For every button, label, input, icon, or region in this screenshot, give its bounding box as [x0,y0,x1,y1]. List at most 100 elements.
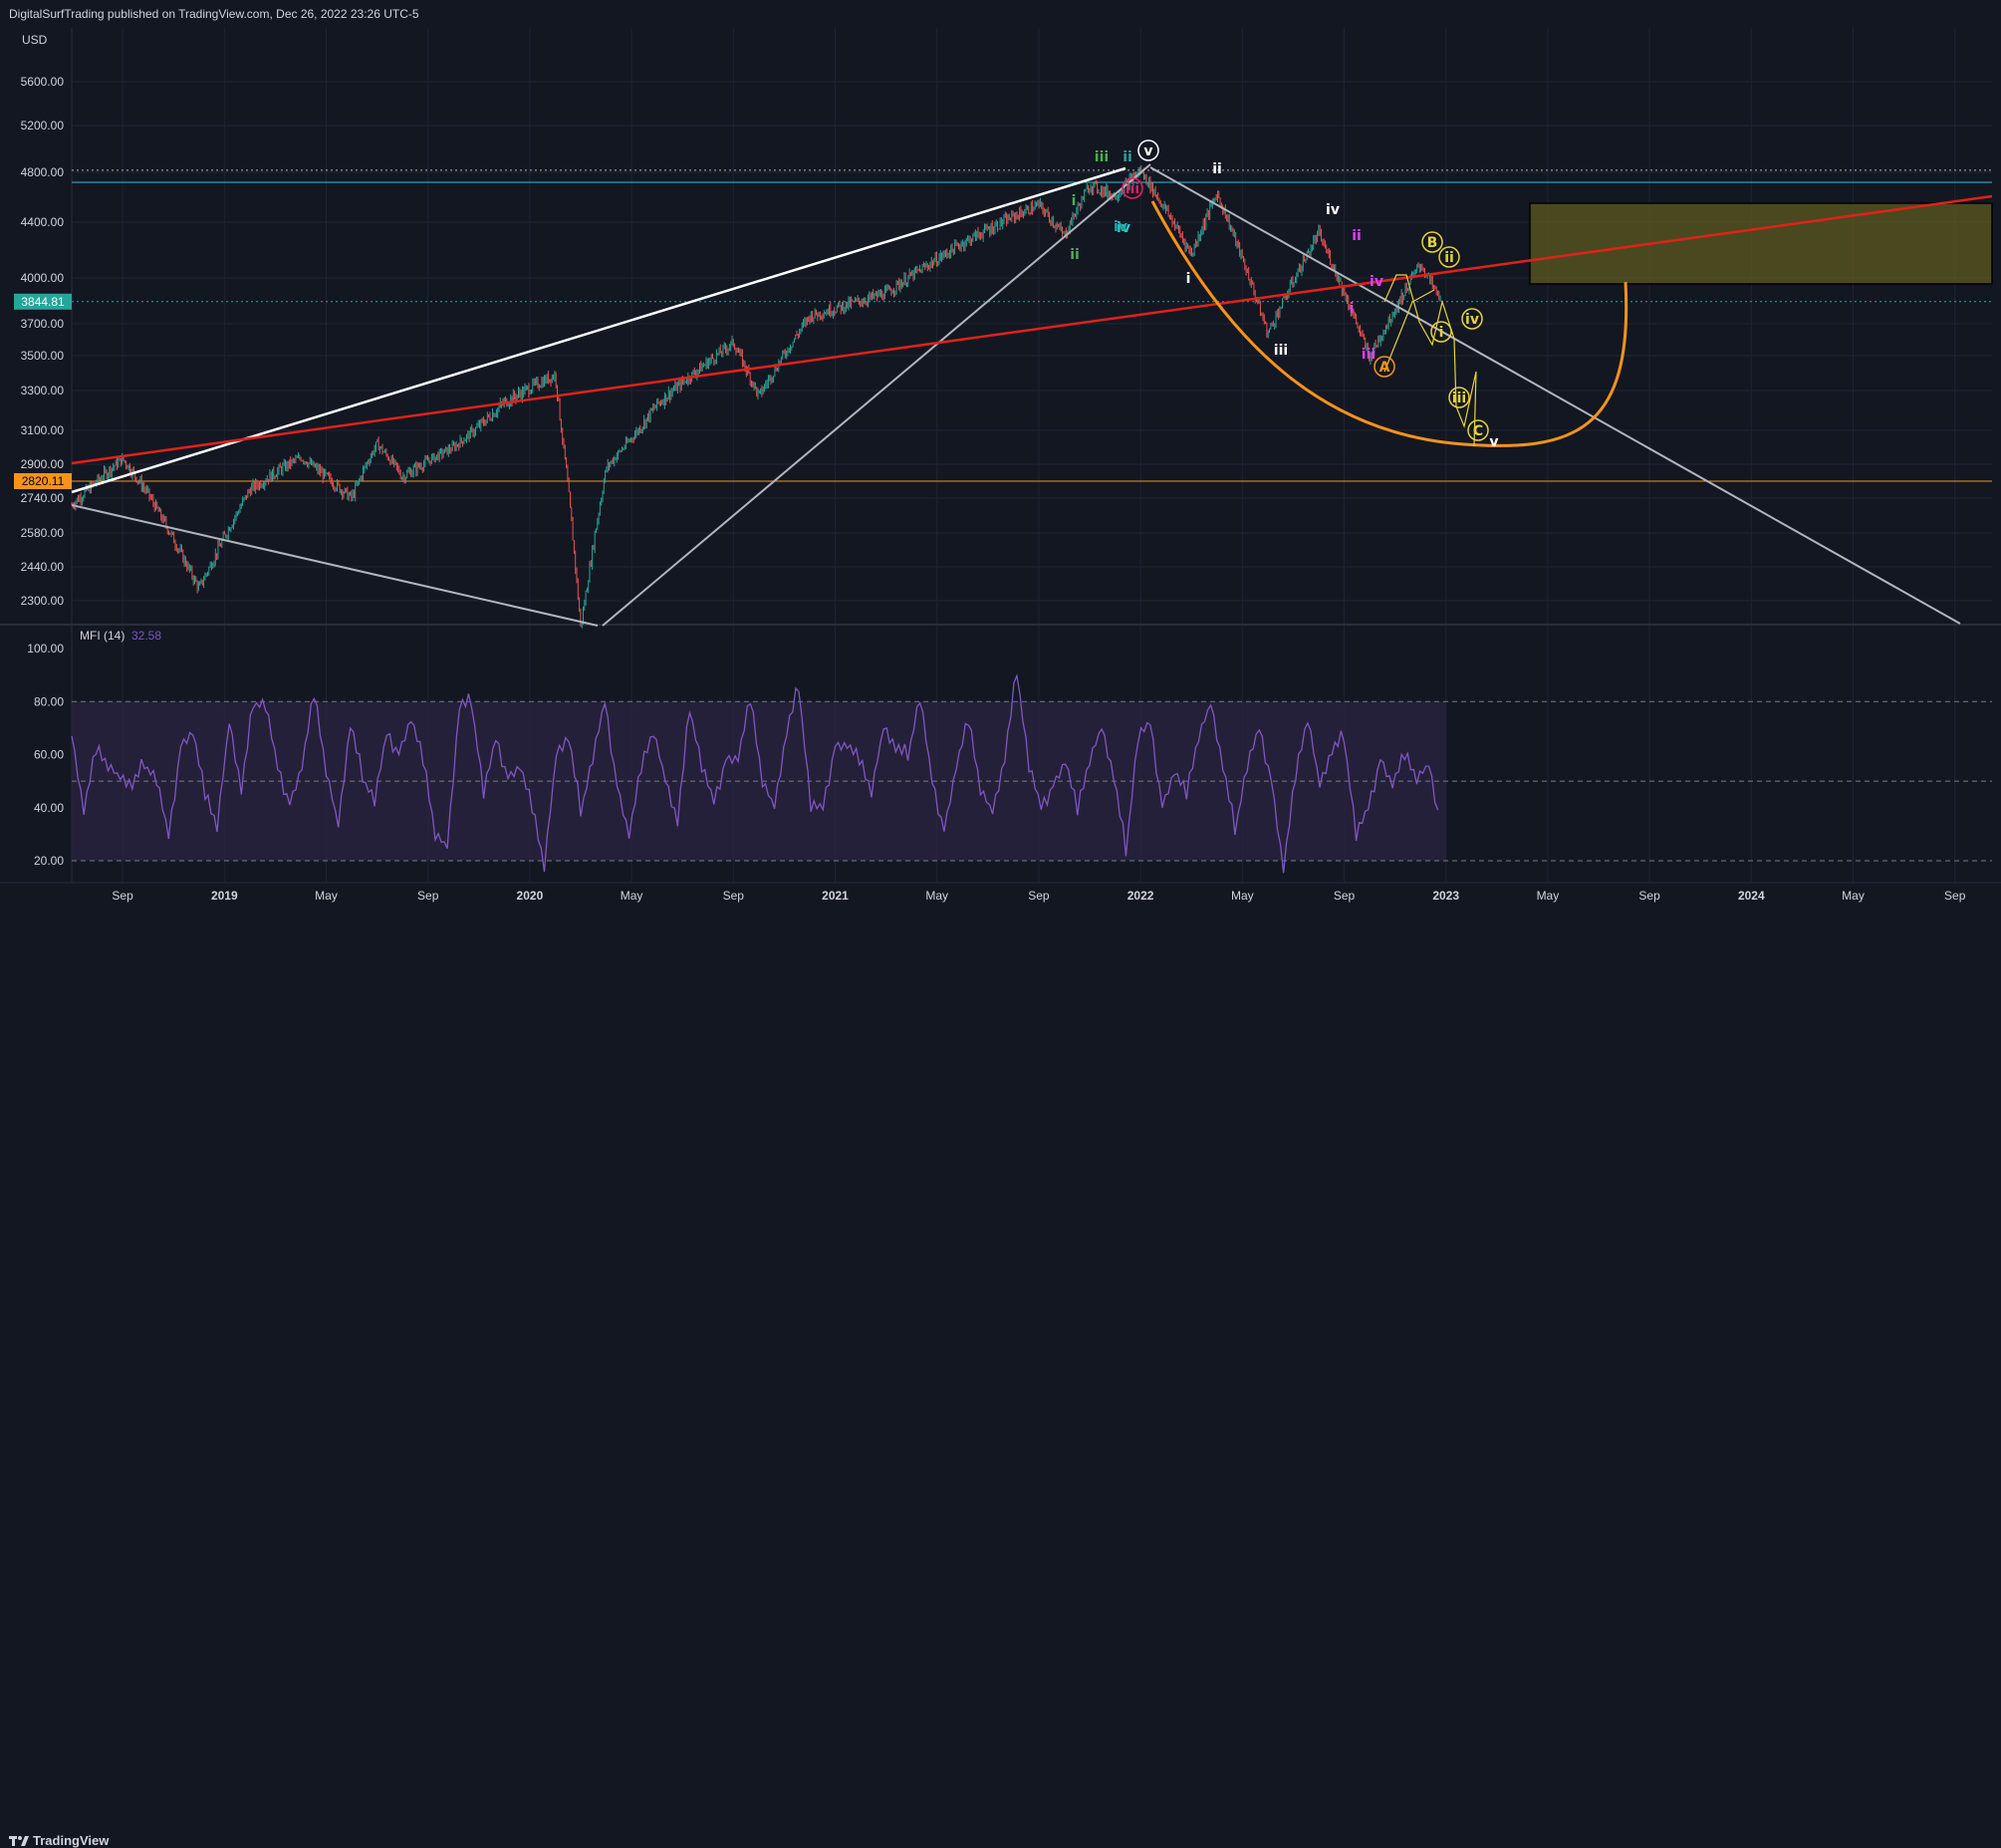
price-tick-label: 5600.00 [21,75,65,89]
wave-label: B [1427,235,1438,251]
wave-label: iv [1465,312,1479,328]
published-text: DigitalSurfTrading published on TradingV… [9,7,419,21]
time-tick-label: 2019 [211,889,238,903]
time-tick-label: 2023 [1432,889,1459,903]
time-tick-label: Sep [1334,889,1356,903]
wave-label: iv [1326,202,1340,218]
trendline-lower-left[interactable] [71,504,599,627]
wave-circle [1461,308,1483,330]
publish-bar: DigitalSurfTrading published on TradingV… [0,0,2001,28]
target-zone[interactable] [1529,202,1993,285]
mfi-tick-label: 60.00 [34,748,64,762]
wave-label: i [1072,193,1077,209]
wave-label: iv [1370,274,1383,290]
tradingview-logo-text: TradingView [33,1833,110,1848]
time-tick-label: Sep [1638,889,1660,903]
time-tick-label: 2020 [517,889,544,903]
price-badge[interactable] [14,293,72,310]
wave-circle [1448,387,1470,408]
trendline-descending[interactable] [1149,166,1961,625]
wave-label: v [1143,143,1152,159]
wave-label: iii [1126,181,1139,197]
time-tick-label: 2024 [1738,889,1765,903]
price-badge[interactable] [14,473,72,489]
trendline-red[interactable] [71,194,1993,465]
tradingview-logo[interactable]: TradingView [9,1833,109,1848]
wave-circle [1374,356,1395,378]
time-axis[interactable]: Sep 2019 May Sep 2020 May Sep 2021 May Sep 2022 May… [112,889,1965,903]
wave-label: iv [1114,219,1127,235]
wave-label: iv [1117,220,1130,236]
projection-path[interactable] [1383,274,1477,447]
price-tick-label: 2300.00 [21,594,65,608]
wave-label: ii [1212,161,1222,177]
time-tick-label: May [1842,889,1865,903]
time-tick-label: Sep [112,889,133,903]
tradingview-logo-icon [9,1835,29,1846]
mfi-tick-label: 40.00 [34,801,64,815]
time-tick-label: Sep [723,889,745,903]
mfi-line[interactable] [71,672,1439,874]
wave-label: C [1473,423,1483,439]
wave-circle [1421,231,1443,253]
wave-label: iii [1095,149,1109,165]
price-tick-label: 5200.00 [21,119,65,132]
time-tick-label: May [925,889,948,903]
wave-circle [1122,177,1143,199]
trendline-upper[interactable] [71,166,1126,494]
price-axis[interactable]: USD 5600.00 5200.00 4800.00 4400.00 4000.00 37… [14,33,72,608]
trendline-covid-low[interactable] [602,163,1151,627]
projection-arc[interactable] [1150,200,1628,447]
price-tick-label: 3700.00 [21,317,65,331]
projection-path-a[interactable] [1383,289,1435,373]
footer-bar: TradingView [0,914,2001,1848]
price-tick-label: 3500.00 [21,349,65,363]
time-tick-label: May [1231,889,1254,903]
mfi-value: 32.58 [131,629,161,643]
time-tick-label: Sep [1944,889,1966,903]
wave-label: i [1350,301,1355,317]
wave-label: A [1379,360,1390,376]
price-tick-label: 2440.00 [21,560,65,574]
time-tick-label: May [1537,889,1560,903]
time-tick-label: Sep [417,889,439,903]
wave-circle [1438,246,1460,268]
price-badge-label: 2820.11 [22,474,65,488]
wave-circle [1430,321,1452,343]
mfi-tick-label: 80.00 [34,694,64,708]
wave-circle [1137,139,1159,161]
price-tick-label: 2900.00 [21,457,65,471]
price-tick-label: 2580.00 [21,526,65,540]
time-tick-label: 2021 [822,889,849,903]
mfi-title: MFI (14) [80,629,125,643]
chart-canvas[interactable]: iiiiiiiiiviiiivviiiiiiiviiiiiiivBiiiviii… [0,28,2001,914]
price-tick-label: 3300.00 [21,384,65,397]
trendlines[interactable] [71,163,1993,627]
price-tick-label: 4000.00 [21,271,65,285]
mfi-pane[interactable]: 100.00 80.00 60.00 40.00 20.00 MFI (14) 32.58 [27,629,1992,874]
wave-label: iii [1362,347,1376,363]
wave-label: ii [1070,247,1080,263]
mfi-tick-label: 20.00 [34,854,64,868]
time-tick-label: 2022 [1127,889,1154,903]
time-tick-label: May [315,889,338,903]
price-tick-label: 2740.00 [21,491,65,505]
wave-label: iii [1274,343,1288,359]
wave-label: iii [1452,391,1466,406]
wave-labels: iiiiiiiiiviiiivviiiiiiiviiiiiiivBiiiviii… [1070,139,1499,450]
mfi-tick-label: 100.00 [27,642,64,656]
wave-label: i [1186,271,1191,287]
wave-label: ii [1444,250,1454,266]
price-tick-label: 4800.00 [21,165,65,179]
price-tick-label: 3100.00 [21,423,65,437]
wave-circle [1467,419,1489,441]
price-badge-label: 3844.81 [21,295,65,309]
time-tick-label: Sep [1028,889,1050,903]
wave-label: i [1439,325,1444,341]
price-candles[interactable] [71,165,1441,629]
wave-label: v [1489,434,1498,450]
price-tick-label: 4400.00 [21,215,65,229]
wave-label: ii [1123,149,1132,165]
time-tick-label: May [621,889,643,903]
currency-label: USD [22,33,48,47]
